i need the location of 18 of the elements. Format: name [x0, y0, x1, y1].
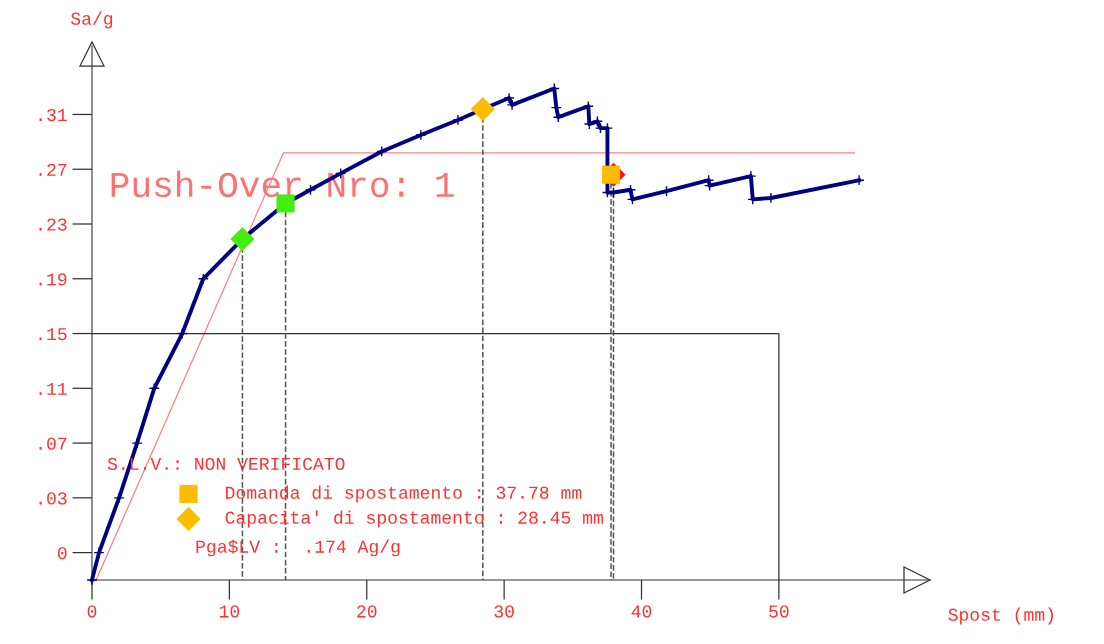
x-tick-label: 20: [357, 605, 377, 618]
annotation: Pga$LV : .174 Ag/g: [196, 539, 400, 557]
y-tick-label: .19: [39, 273, 67, 286]
x-axis-title: Spost (mm): [948, 607, 1053, 625]
y-axis-title: Sa/g: [71, 11, 113, 29]
x-tick-label: 50: [769, 605, 789, 618]
x-tick-label: 0: [87, 605, 97, 618]
y-tick-label: .15: [39, 328, 67, 341]
y-tick-label: .23: [39, 218, 67, 231]
y-tick-label: .11: [39, 382, 67, 395]
x-tick-label: 30: [494, 605, 514, 618]
y-tick-label: 0: [57, 547, 67, 560]
y-tick-label: .27: [39, 163, 67, 176]
x-tick-label: 10: [219, 605, 240, 618]
y-tick-label: .31: [39, 108, 67, 122]
y-tick-label: .07: [39, 437, 67, 450]
y-tick-label: .03: [39, 492, 67, 505]
x-tick-label: 40: [631, 605, 652, 618]
